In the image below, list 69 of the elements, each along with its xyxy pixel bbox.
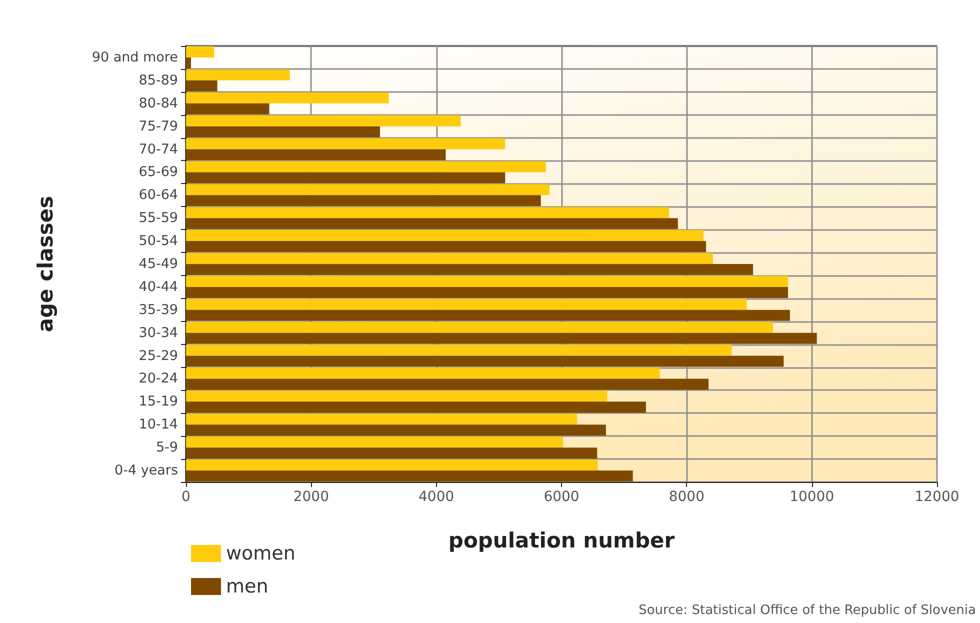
y-tick-label: 60-64	[138, 187, 178, 204]
bar	[186, 368, 660, 379]
y-tick-label: 25-29	[138, 348, 178, 364]
y-tick-label: 5-9	[156, 440, 178, 456]
bar	[186, 286, 788, 298]
x-tick-label: 4000	[418, 489, 454, 505]
bar	[186, 57, 192, 68]
bar	[186, 149, 446, 160]
legend-label: women	[226, 542, 296, 564]
bar	[186, 115, 461, 126]
y-tick-label: 30-34	[138, 324, 178, 341]
y-tick-label: 0-4 years	[114, 462, 178, 479]
bar	[186, 230, 704, 242]
bar	[186, 264, 754, 276]
bar	[186, 241, 706, 252]
y-tick-label: 20-24	[138, 370, 178, 387]
bar	[186, 322, 774, 333]
bar	[186, 378, 709, 390]
bar	[186, 92, 389, 104]
y-tick-label: 10-14	[138, 416, 178, 433]
bar	[186, 161, 546, 172]
y-tick-label: 35-39	[138, 302, 178, 318]
bar	[186, 184, 550, 196]
y-axis-title: age classes	[34, 196, 58, 332]
y-tick-label: 90 and more	[92, 49, 178, 66]
x-tick-label: 8000	[668, 489, 704, 505]
bar	[186, 103, 270, 114]
x-tick-label: 2000	[293, 489, 329, 505]
bar	[186, 424, 606, 436]
legend-label: men	[226, 576, 268, 598]
y-tick-label: 15-19	[138, 394, 178, 410]
x-axis-title: population number	[448, 528, 676, 552]
bar	[186, 460, 598, 471]
bar	[186, 46, 214, 58]
bar	[186, 402, 646, 413]
bar	[186, 390, 608, 402]
bar	[186, 69, 290, 80]
bar	[186, 448, 598, 459]
bar	[186, 126, 380, 138]
bar	[186, 356, 784, 367]
bar	[186, 138, 506, 150]
y-tick-label: 65-69	[138, 164, 178, 180]
bar	[186, 436, 563, 448]
bar	[186, 298, 747, 310]
y-tick-label: 75-79	[138, 118, 178, 134]
bar	[186, 80, 218, 92]
y-tick-label: 85-89	[138, 72, 178, 88]
bar	[186, 218, 678, 230]
bar	[186, 414, 578, 425]
bar	[186, 207, 670, 218]
bar	[186, 195, 541, 206]
bar	[186, 276, 788, 287]
y-tick-label: 40-44	[138, 278, 178, 295]
bar	[186, 332, 817, 344]
y-tick-label: 50-54	[138, 233, 178, 250]
bar	[186, 172, 506, 184]
y-tick-label: 55-59	[138, 210, 178, 226]
x-tick-label: 0	[182, 489, 190, 505]
source-note: Source: Statistical Office of the Republic of Slovenia	[638, 603, 976, 618]
x-tick-label: 6000	[544, 489, 580, 505]
bar	[186, 470, 633, 482]
y-tick-label: 80-84	[138, 95, 178, 112]
y-tick-label: 45-49	[138, 256, 178, 272]
bar	[186, 252, 713, 264]
bar	[186, 310, 790, 321]
x-tick-label: 12000	[914, 489, 960, 505]
x-tick-label: 10000	[790, 489, 834, 505]
bar	[186, 344, 732, 356]
y-tick-label: 70-74	[138, 141, 178, 158]
